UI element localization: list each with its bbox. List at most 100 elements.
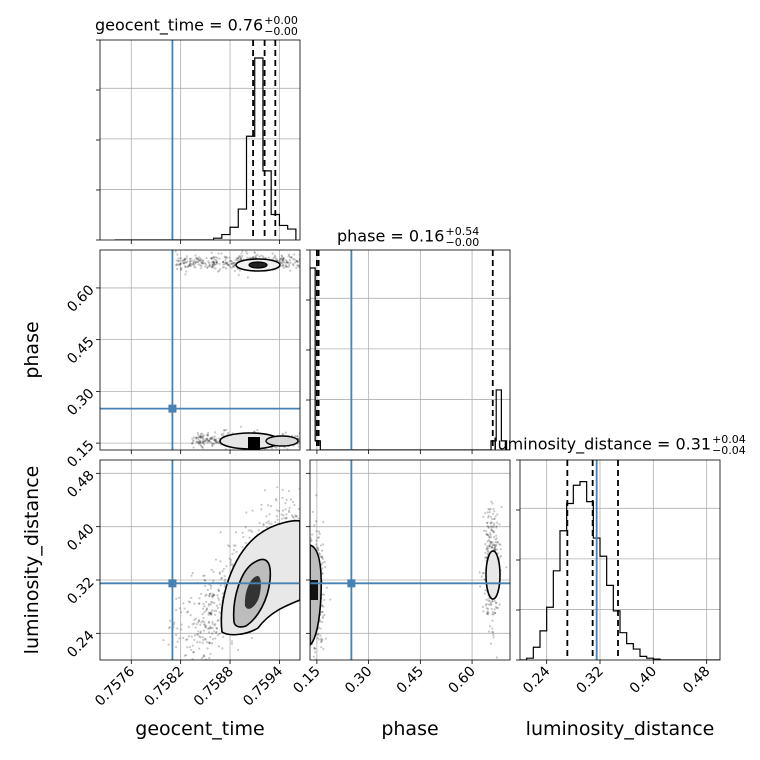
sample-point bbox=[211, 622, 214, 626]
sample-point bbox=[485, 533, 488, 536]
sample-point bbox=[307, 442, 309, 444]
sample-point bbox=[283, 517, 286, 520]
sample-point bbox=[205, 641, 208, 644]
sample-point bbox=[197, 630, 200, 633]
x-tick-label: 0.32 bbox=[573, 664, 606, 697]
x-tick-label: 0.24 bbox=[520, 663, 553, 696]
sample-point bbox=[198, 259, 201, 262]
sample-point bbox=[214, 637, 217, 640]
sample-point bbox=[483, 529, 486, 532]
sample-point bbox=[500, 505, 503, 509]
sample-point bbox=[232, 548, 236, 552]
sample-point bbox=[319, 627, 322, 630]
sample-point bbox=[268, 513, 271, 516]
sample-point bbox=[322, 647, 325, 651]
x-axis-label-luminosity_distance: luminosity_distance bbox=[526, 718, 715, 740]
sample-point bbox=[212, 579, 215, 582]
sample-point bbox=[484, 589, 487, 592]
sample-point bbox=[493, 517, 496, 521]
sample-point bbox=[210, 612, 213, 615]
sample-point bbox=[202, 638, 205, 641]
sample-point bbox=[280, 254, 283, 257]
panel-phase-luminosity_distance-frame bbox=[309, 459, 511, 661]
sample-point bbox=[280, 513, 283, 516]
sample-point bbox=[285, 517, 288, 520]
sample-point bbox=[285, 265, 288, 268]
sample-point bbox=[195, 258, 198, 261]
sample-point bbox=[306, 528, 308, 530]
density-peak bbox=[248, 437, 260, 450]
sample-point bbox=[217, 598, 220, 601]
sample-point bbox=[294, 515, 298, 518]
sample-point bbox=[214, 441, 218, 444]
sample-point bbox=[190, 262, 193, 265]
sample-point bbox=[220, 433, 223, 436]
sample-point bbox=[486, 553, 489, 556]
sample-point bbox=[223, 585, 226, 588]
sample-point bbox=[202, 655, 205, 658]
sample-point bbox=[271, 447, 274, 450]
sample-point bbox=[214, 267, 217, 270]
sample-point bbox=[228, 256, 231, 259]
sample-point bbox=[168, 625, 171, 629]
sample-point bbox=[160, 674, 162, 676]
sample-point bbox=[493, 517, 496, 520]
sample-point bbox=[304, 541, 306, 543]
sample-point bbox=[225, 262, 228, 265]
sample-point bbox=[210, 568, 213, 571]
sample-point bbox=[201, 613, 204, 616]
sample-point bbox=[302, 441, 304, 443]
sample-point bbox=[495, 548, 499, 551]
sample-point bbox=[306, 522, 308, 524]
sample-point bbox=[186, 260, 189, 263]
sample-point bbox=[210, 436, 213, 440]
sample-point bbox=[317, 549, 320, 552]
sample-point bbox=[490, 607, 493, 610]
sample-point bbox=[491, 613, 494, 616]
sample-point bbox=[214, 613, 217, 616]
sample-point bbox=[251, 509, 254, 512]
sample-point bbox=[295, 456, 297, 458]
sample-point bbox=[205, 600, 208, 603]
sample-point bbox=[215, 627, 219, 630]
sample-point bbox=[304, 266, 306, 268]
sample-point bbox=[281, 496, 284, 499]
sample-point bbox=[322, 520, 325, 524]
sample-point bbox=[289, 269, 292, 272]
sample-point bbox=[195, 256, 198, 259]
sample-point bbox=[190, 596, 193, 600]
sample-point bbox=[266, 246, 268, 248]
sample-point bbox=[198, 663, 200, 665]
sample-point bbox=[303, 259, 305, 261]
sample-point bbox=[194, 261, 197, 264]
hist-geocent_time-bg bbox=[100, 40, 300, 240]
sample-point bbox=[200, 445, 203, 448]
panel-title-luminosity_distance: luminosity_distance = 0.31 +0.04 −0.04 bbox=[493, 434, 746, 456]
sample-point bbox=[186, 638, 189, 641]
sample-point bbox=[215, 260, 218, 263]
sample-point bbox=[212, 261, 216, 264]
sample-point bbox=[285, 261, 289, 264]
sample-point bbox=[211, 596, 214, 599]
sample-point bbox=[229, 259, 232, 263]
sample-point bbox=[182, 261, 185, 264]
sample-point bbox=[305, 441, 307, 443]
sample-point bbox=[212, 266, 215, 269]
sample-point bbox=[274, 520, 277, 523]
sample-point bbox=[179, 262, 183, 265]
sample-point bbox=[288, 263, 291, 266]
sample-point bbox=[306, 260, 308, 262]
sample-point bbox=[296, 260, 300, 264]
sample-point bbox=[187, 600, 190, 603]
sample-point bbox=[303, 439, 305, 441]
sample-point bbox=[282, 266, 285, 269]
sample-point bbox=[209, 587, 212, 590]
sample-point bbox=[279, 258, 282, 261]
sample-point bbox=[204, 439, 207, 443]
sample-point bbox=[491, 502, 494, 505]
sample-point bbox=[487, 599, 490, 602]
sample-point bbox=[211, 444, 214, 447]
sample-point bbox=[488, 543, 491, 546]
y-tick-label: 0.24 bbox=[64, 628, 97, 661]
